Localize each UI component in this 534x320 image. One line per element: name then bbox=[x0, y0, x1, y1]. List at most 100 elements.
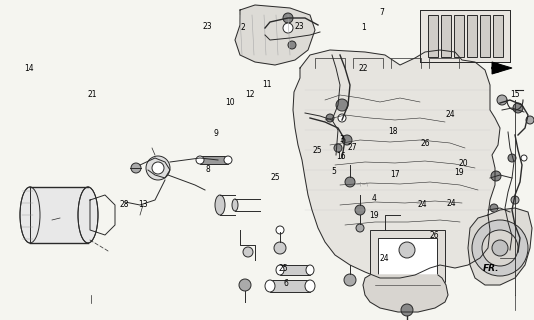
Circle shape bbox=[283, 13, 293, 23]
Circle shape bbox=[399, 242, 415, 258]
Ellipse shape bbox=[274, 242, 286, 254]
Text: 19: 19 bbox=[369, 211, 379, 220]
Circle shape bbox=[516, 234, 524, 242]
Circle shape bbox=[521, 155, 527, 161]
Bar bbox=[428, 15, 438, 57]
Bar bbox=[420, 10, 510, 62]
Ellipse shape bbox=[78, 187, 98, 243]
Polygon shape bbox=[363, 275, 448, 312]
Text: 24: 24 bbox=[417, 200, 427, 209]
Text: 15: 15 bbox=[511, 90, 520, 99]
Ellipse shape bbox=[20, 187, 40, 243]
Text: 28: 28 bbox=[119, 200, 129, 209]
Text: 16: 16 bbox=[336, 152, 345, 161]
Text: 14: 14 bbox=[25, 64, 34, 73]
Text: 9: 9 bbox=[214, 129, 219, 138]
Bar bbox=[493, 15, 503, 57]
Bar bbox=[441, 15, 451, 57]
Text: 24: 24 bbox=[380, 254, 389, 263]
Text: 3: 3 bbox=[339, 135, 344, 144]
Text: 21: 21 bbox=[87, 90, 97, 99]
Bar bbox=[420, 10, 510, 62]
Circle shape bbox=[283, 23, 293, 33]
Text: 5: 5 bbox=[331, 167, 336, 176]
Ellipse shape bbox=[224, 156, 232, 164]
Polygon shape bbox=[468, 208, 532, 285]
Ellipse shape bbox=[215, 195, 225, 215]
Ellipse shape bbox=[305, 280, 315, 292]
Bar bbox=[378, 238, 437, 290]
Bar bbox=[200, 156, 228, 164]
Circle shape bbox=[490, 204, 498, 212]
Text: 19: 19 bbox=[454, 168, 464, 177]
Circle shape bbox=[288, 41, 296, 49]
Circle shape bbox=[336, 99, 348, 111]
Circle shape bbox=[472, 220, 528, 276]
Bar bbox=[370, 230, 445, 298]
Text: 22: 22 bbox=[358, 64, 368, 73]
Bar bbox=[454, 15, 464, 57]
Circle shape bbox=[491, 171, 501, 181]
Circle shape bbox=[508, 154, 516, 162]
Circle shape bbox=[492, 240, 508, 256]
Bar bbox=[280, 265, 310, 275]
Text: 6: 6 bbox=[283, 279, 288, 288]
Circle shape bbox=[326, 114, 334, 122]
Circle shape bbox=[131, 163, 141, 173]
Text: 17: 17 bbox=[390, 170, 400, 179]
Circle shape bbox=[514, 254, 522, 262]
Text: 25: 25 bbox=[270, 173, 280, 182]
Circle shape bbox=[342, 135, 352, 145]
Text: 24: 24 bbox=[446, 199, 456, 208]
Text: 7: 7 bbox=[379, 8, 384, 17]
Text: 4: 4 bbox=[371, 194, 376, 203]
Circle shape bbox=[345, 177, 355, 187]
Text: 18: 18 bbox=[388, 127, 397, 136]
Circle shape bbox=[338, 114, 346, 122]
Circle shape bbox=[497, 95, 507, 105]
Ellipse shape bbox=[196, 156, 204, 164]
Circle shape bbox=[482, 230, 518, 266]
Text: 13: 13 bbox=[138, 200, 148, 209]
Text: 8: 8 bbox=[206, 165, 210, 174]
Ellipse shape bbox=[243, 247, 253, 257]
Circle shape bbox=[526, 116, 534, 124]
Polygon shape bbox=[492, 62, 512, 74]
Text: 2: 2 bbox=[241, 23, 245, 32]
Text: 11: 11 bbox=[262, 80, 272, 89]
Text: 23: 23 bbox=[294, 22, 304, 31]
Polygon shape bbox=[235, 5, 315, 65]
Ellipse shape bbox=[276, 226, 284, 234]
Bar bbox=[480, 15, 490, 57]
Text: 23: 23 bbox=[202, 22, 212, 31]
Text: 20: 20 bbox=[459, 159, 468, 168]
Ellipse shape bbox=[276, 265, 284, 275]
Ellipse shape bbox=[265, 280, 275, 292]
Ellipse shape bbox=[232, 199, 238, 211]
Circle shape bbox=[513, 103, 523, 113]
Text: ~~: ~~ bbox=[415, 201, 424, 206]
Bar bbox=[30, 187, 88, 243]
Ellipse shape bbox=[306, 265, 314, 275]
Circle shape bbox=[356, 224, 364, 232]
Text: 25: 25 bbox=[313, 146, 323, 155]
Ellipse shape bbox=[152, 162, 164, 174]
Text: 27: 27 bbox=[348, 143, 357, 152]
Circle shape bbox=[355, 205, 365, 215]
Text: 26: 26 bbox=[430, 231, 439, 240]
Bar bbox=[467, 15, 477, 57]
Text: 24: 24 bbox=[446, 110, 456, 119]
Circle shape bbox=[334, 144, 342, 152]
Bar bbox=[270, 280, 310, 292]
Circle shape bbox=[344, 274, 356, 286]
Text: FR.: FR. bbox=[483, 264, 499, 273]
Ellipse shape bbox=[146, 156, 170, 180]
Circle shape bbox=[511, 196, 519, 204]
Text: 1: 1 bbox=[361, 23, 365, 32]
Text: 26: 26 bbox=[421, 139, 430, 148]
Circle shape bbox=[239, 279, 251, 291]
Text: 25: 25 bbox=[278, 264, 288, 273]
Circle shape bbox=[401, 304, 413, 316]
Text: ~\~\: ~\~\ bbox=[355, 181, 368, 186]
Polygon shape bbox=[293, 50, 500, 278]
